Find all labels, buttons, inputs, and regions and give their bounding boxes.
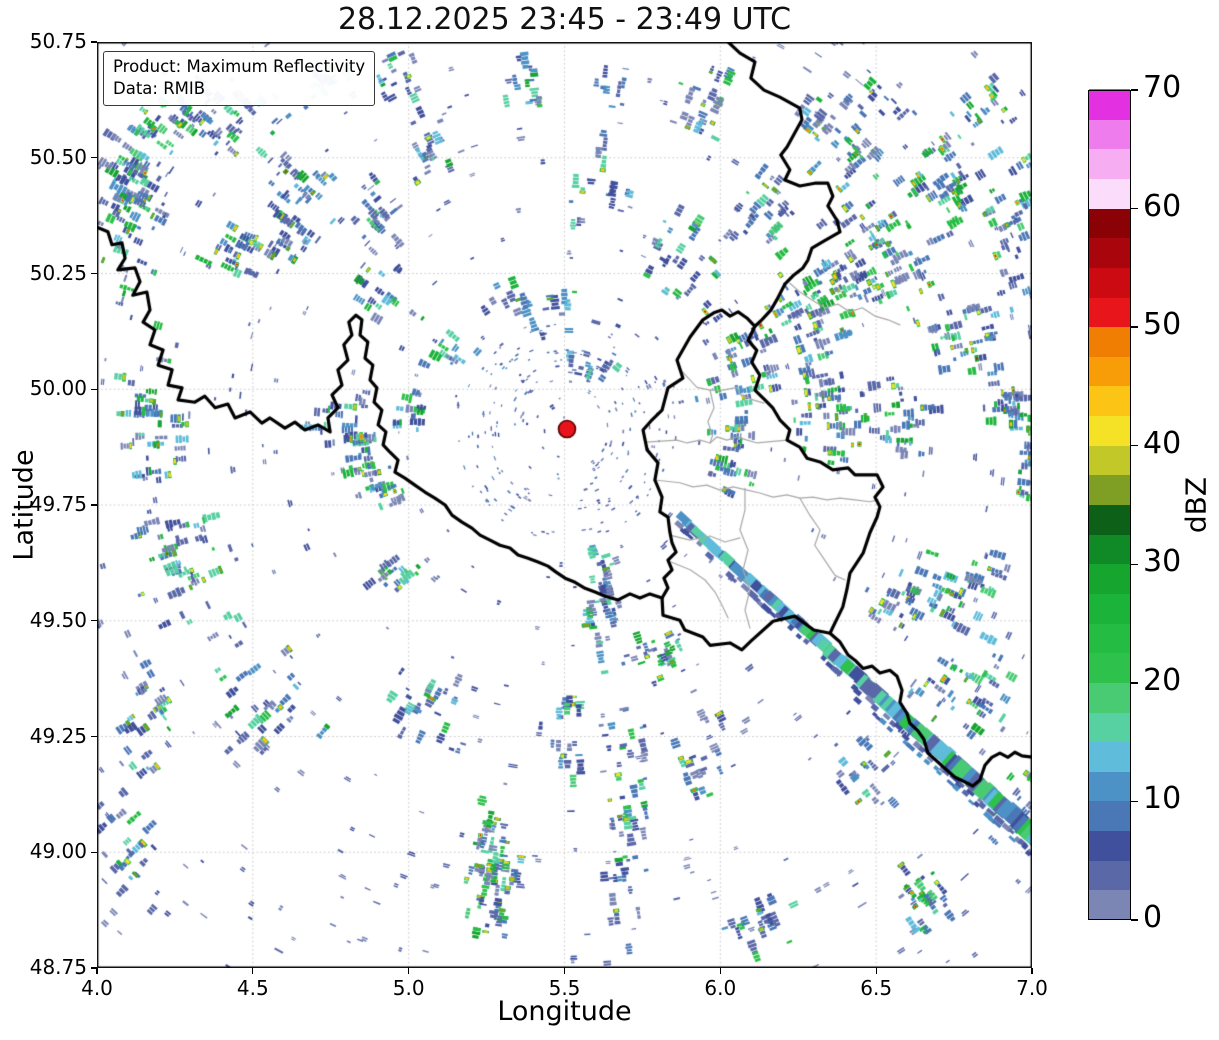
y-tick-mark: [91, 388, 97, 390]
legend-source-line: Data: RMIB: [113, 78, 206, 98]
colorbar-tick-mark: [1131, 563, 1138, 565]
colorbar-segment: [1089, 207, 1130, 239]
colorbar-tick-label: 60: [1143, 188, 1182, 224]
y-tick-label: 50.00: [29, 376, 87, 401]
colorbar-tick-mark: [1131, 445, 1138, 447]
y-tick-label: 50.75: [29, 29, 87, 53]
colorbar-segment: [1089, 326, 1130, 357]
colorbar-tick-label: 10: [1143, 781, 1182, 817]
colorbar-segment: [1089, 830, 1130, 861]
x-tick-label: 4.0: [81, 976, 113, 1000]
colorbar-tick-mark: [1131, 326, 1138, 328]
x-tick-label: 6.5: [860, 976, 893, 1000]
colorbar-tick-label: 0: [1143, 900, 1163, 935]
colorbar-tick-label: 70: [1143, 70, 1182, 105]
x-tick-mark: [252, 968, 254, 974]
y-tick-label: 48.75: [29, 955, 87, 979]
figure-title: 28.12.2025 23:45 - 23:49 UTC: [337, 2, 792, 37]
colorbar-segment: [1089, 445, 1130, 476]
colorbar-segment: [1089, 119, 1130, 150]
y-tick-mark: [91, 620, 97, 622]
y-tick-label: 49.75: [29, 492, 87, 516]
colorbar-segment: [1089, 741, 1130, 772]
y-tick-mark: [91, 967, 97, 969]
colorbar-frame: [1088, 90, 1131, 920]
y-tick-mark: [91, 851, 97, 853]
colorbar-tick-label: 50: [1143, 307, 1182, 343]
y-tick-mark: [91, 41, 97, 43]
colorbar-segment: [1089, 652, 1130, 683]
y-tick-mark: [91, 735, 97, 738]
colorbar-segment: [1089, 504, 1130, 535]
x-tick-label: 5.5: [548, 976, 581, 1000]
x-tick-label: 6.0: [704, 976, 737, 1000]
colorbar-segment: [1089, 148, 1130, 179]
map-info-legend: Product: Maximum Reflectivity Data: RMIB: [103, 51, 376, 106]
colorbar-tick-label: 30: [1143, 544, 1182, 580]
y-tick-label: 50.25: [29, 260, 87, 285]
x-tick-mark: [875, 968, 877, 974]
y-tick-mark: [91, 157, 97, 159]
colorbar-segment: [1089, 267, 1130, 298]
colorbar-segment: [1089, 296, 1130, 328]
colorbar-segment: [1089, 860, 1130, 891]
x-tick-mark: [408, 968, 410, 974]
x-tick-mark: [563, 968, 566, 974]
colorbar-tick-label: 40: [1143, 425, 1182, 461]
colorbar-segment: [1089, 385, 1130, 417]
y-tick-label: 50.50: [29, 144, 87, 169]
colorbar-segment: [1089, 474, 1130, 505]
colorbar-segment: [1089, 593, 1130, 624]
colorbar: [1088, 89, 1131, 920]
colorbar-tick-mark: [1131, 682, 1138, 684]
y-tick-mark: [91, 272, 97, 275]
x-tick-label: 7.0: [1016, 976, 1048, 1000]
colorbar-tick-mark: [1131, 800, 1138, 803]
colorbar-segment: [1089, 415, 1130, 446]
colorbar-segment: [1089, 682, 1130, 713]
colorbar-tick-mark: [1131, 919, 1138, 921]
colorbar-segment: [1089, 711, 1130, 743]
colorbar-label: dBZ: [1179, 476, 1213, 534]
colorbar-tick-label: 20: [1143, 662, 1182, 698]
y-tick-label: 49.00: [29, 839, 87, 864]
radar-map-canvas: [97, 42, 1032, 968]
colorbar-tick-mark: [1131, 89, 1138, 91]
colorbar-segment: [1089, 237, 1130, 268]
colorbar-segment: [1089, 178, 1130, 209]
map-plot: [97, 42, 1032, 968]
colorbar-segment: [1089, 800, 1130, 832]
colorbar-tick-mark: [1131, 207, 1138, 210]
colorbar-segment: [1089, 534, 1130, 565]
x-tick-label: 5.0: [392, 976, 425, 1000]
legend-product-line: Product: Maximum Reflectivity: [113, 57, 366, 76]
x-tick-mark: [96, 968, 98, 974]
colorbar-segment: [1089, 89, 1130, 120]
x-tick-mark: [1031, 968, 1033, 974]
y-tick-mark: [91, 504, 97, 506]
x-tick-label: 4.5: [236, 976, 269, 1000]
y-tick-label: 49.25: [29, 723, 87, 748]
y-tick-label: 49.50: [29, 607, 87, 632]
colorbar-segment: [1089, 889, 1130, 920]
colorbar-segment: [1089, 771, 1130, 802]
colorbar-segment: [1089, 563, 1130, 594]
x-tick-mark: [719, 968, 721, 974]
colorbar-segment: [1089, 356, 1130, 387]
x-axis-label: Longitude: [497, 996, 632, 1027]
colorbar-segment: [1089, 622, 1130, 654]
y-axis-label: Latitude: [8, 449, 40, 561]
